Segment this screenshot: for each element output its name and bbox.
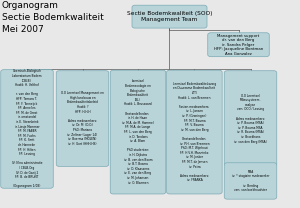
FancyBboxPatch shape [224,71,277,166]
Text: Organogram
Sectie Bodemkwaliteit
Mei 2007: Organogram Sectie Bodemkwaliteit Mei 200… [2,1,103,34]
Text: Sectie Bodemkwaliteit (SOO)
Management Team: Sectie Bodemkwaliteit (SOO) Management T… [127,11,212,22]
Text: MSA
iv: * stagiaire medewerker

iv: Berding
van: van boekhoudster: MSA iv: * stagiaire medewerker iv: Berdi… [232,170,269,192]
Text: Leerstoel
Bodemecologie en
Biologische
Bodemkwaliteit
(BL)
Hoofd: L. Brussaard

: Leerstoel Bodemecologie en Biologische B… [122,79,154,185]
Text: Leerstoel Bodemkwaliteitszorg
en Duurzame Bodemkwaliteit
(ZT)
Hoofd: L. van Bree: Leerstoel Bodemkwaliteitszorg en Duurzam… [173,82,216,182]
Text: O.O Leerstoel Management en
High landbouw en
Bodemkwaliteitsbeleid
Hoofd: ?
HFP:: O.O Leerstoel Management en High landbou… [61,91,104,146]
FancyBboxPatch shape [56,71,109,166]
FancyBboxPatch shape [224,163,277,199]
FancyBboxPatch shape [132,5,207,28]
Text: Management support
dr. van den Berg
ir. Sandra Pelger
HFP: Jacqueline Bontman
An: Management support dr. van den Berg ir. … [214,33,263,56]
FancyBboxPatch shape [110,70,166,194]
Text: O.O Leerstoel
Milieusysteem-
analyse
van: OOO / Lessing

Adres medewerkers:
iv: : O.O Leerstoel Milieusysteem- analyse van… [234,94,267,144]
FancyBboxPatch shape [208,33,269,57]
Text: Chemisch-Biologisch
Laboratorium Bodem
(CBLB)
Hoofd: H. Velthof

r. van den Berg: Chemisch-Biologisch Laboratorium Bodem (… [12,69,42,188]
FancyBboxPatch shape [1,70,53,188]
FancyBboxPatch shape [167,70,222,194]
